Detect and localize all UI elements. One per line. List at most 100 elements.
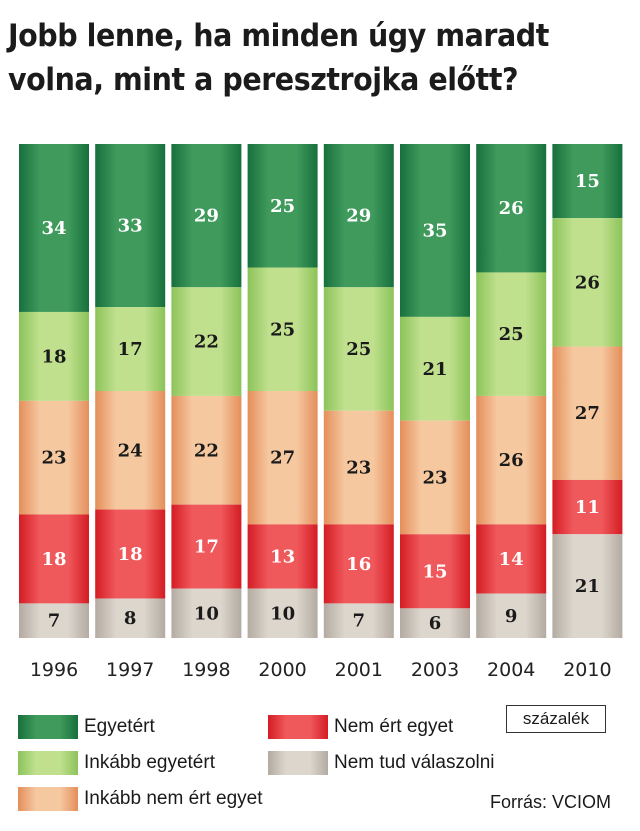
x-tick-2010: 2010: [563, 659, 611, 681]
legend-label-3: Nem ért egyet: [334, 716, 454, 737]
legend-label-0: Egyetért: [84, 716, 155, 737]
value-label-1997-series-3: 18: [118, 544, 143, 565]
value-label-2003-series-2: 23: [422, 467, 447, 488]
value-label-2010-series-2: 27: [575, 403, 600, 424]
value-label-1998-series-2: 22: [194, 440, 219, 461]
value-label-1997-series-1: 17: [118, 339, 143, 360]
value-label-2010-series-3: 11: [575, 497, 600, 518]
value-label-2001-series-1: 25: [346, 339, 371, 360]
bar-2000-series-0: [247, 144, 318, 268]
value-label-1996-series-2: 23: [41, 448, 66, 469]
source-note: Forrás: VCIOM: [490, 792, 612, 812]
value-label-2001-series-3: 16: [346, 554, 371, 575]
value-label-2010-series-4: 21: [575, 576, 600, 597]
value-label-2004-series-0: 26: [499, 198, 524, 219]
chart-title-line-2: volna, mint a peresztrojka előtt?: [8, 62, 519, 98]
bar-1996-series-1: [19, 311, 89, 401]
bar-1997-series-4: [95, 598, 166, 638]
bar-1996-series-2: [19, 400, 89, 515]
bar-2001-series-3: [323, 524, 394, 604]
value-label-2010-series-0: 15: [575, 171, 600, 192]
bar-2001-series-0: [323, 144, 394, 288]
value-label-2004-series-1: 25: [499, 324, 524, 345]
x-tick-2004: 2004: [487, 659, 535, 681]
bar-2010-series-0: [552, 144, 623, 219]
bar-2003-series-2: [400, 420, 470, 535]
value-label-2000-series-4: 10: [270, 603, 295, 624]
bar-1996-series-4: [19, 603, 89, 638]
bar-1998-series-3: [171, 504, 242, 589]
value-label-1997-series-4: 8: [124, 608, 137, 629]
bar-2010-series-3: [552, 479, 623, 535]
bar-1998-series-0: [171, 144, 242, 288]
value-label-1998-series-3: 17: [194, 537, 219, 558]
value-label-2004-series-3: 14: [499, 549, 524, 570]
value-label-2000-series-1: 25: [270, 319, 295, 340]
bar-1998-series-4: [171, 588, 242, 638]
value-label-1996-series-1: 18: [41, 346, 66, 367]
bar-2003-series-4: [400, 608, 470, 638]
bar-2001-series-1: [323, 287, 394, 411]
value-label-1997-series-2: 24: [118, 440, 143, 461]
value-label-2001-series-0: 29: [346, 206, 371, 227]
value-label-2010-series-1: 26: [575, 272, 600, 293]
unit-label-box: százalék: [506, 705, 606, 733]
bar-1996-series-0: [19, 144, 89, 312]
chart-title-line-1: Jobb lenne, ha minden úgy maradt: [8, 18, 549, 54]
value-label-1998-series-0: 29: [194, 206, 219, 227]
bar-1998-series-2: [171, 395, 242, 505]
value-label-1998-series-1: 22: [194, 332, 219, 353]
value-label-1996-series-4: 7: [48, 611, 61, 632]
bar-2003-series-3: [400, 534, 470, 609]
chart-title: Jobb lenne, ha minden úgy maradt volna, …: [8, 14, 578, 102]
bars-layer: [19, 144, 623, 638]
x-tick-2001: 2001: [335, 659, 383, 681]
x-tick-2003: 2003: [411, 659, 459, 681]
x-tick-1996: 1996: [30, 659, 78, 681]
value-label-2000-series-3: 13: [270, 546, 295, 567]
x-tick-1997: 1997: [106, 659, 154, 681]
value-labels-layer: 34 18 23 18 7 33 17 24 18 8 29 22 22 17 10 25 25 27 13 10 29…: [41, 171, 599, 634]
x-tick-1998: 1998: [182, 659, 230, 681]
value-label-2003-series-3: 15: [422, 561, 447, 582]
x-axis-tick-labels: 1996 1997 1998 2000 2001 2003 2004 2010: [30, 659, 612, 681]
bar-2003-series-0: [400, 144, 470, 317]
bar-2010-series-4: [552, 534, 623, 638]
bar-1997-series-0: [95, 144, 166, 308]
bar-2004-series-0: [476, 144, 547, 273]
bar-2010-series-1: [552, 218, 623, 347]
bar-1997-series-3: [95, 509, 166, 599]
value-label-1996-series-3: 18: [41, 549, 66, 570]
bar-1998-series-1: [171, 287, 242, 396]
value-label-2001-series-2: 23: [346, 458, 371, 479]
x-tick-2000: 2000: [258, 659, 306, 681]
bar-1997-series-2: [95, 391, 166, 510]
legend-swatch-3: [268, 715, 328, 739]
value-label-2003-series-1: 21: [422, 359, 447, 380]
bar-2000-series-3: [247, 524, 318, 589]
bar-2000-series-1: [247, 267, 318, 391]
bar-2000-series-2: [247, 391, 318, 525]
stacked-bar-chart: 34 18 23 18 7 33 17 24 18 8 29 22 22 17 10 25 25 27 13 10 29…: [19, 144, 623, 681]
value-label-2004-series-4: 9: [505, 606, 518, 627]
legend-label-1: Inkább egyetért: [84, 752, 215, 773]
legend-swatch-2: [18, 787, 78, 811]
legend-swatch-0: [18, 715, 78, 739]
value-label-1997-series-0: 33: [118, 216, 143, 237]
bar-1997-series-1: [95, 307, 166, 391]
bar-1996-series-3: [19, 514, 89, 604]
value-label-2003-series-0: 35: [422, 220, 447, 241]
value-label-1996-series-0: 34: [41, 218, 66, 239]
value-label-2000-series-2: 27: [270, 448, 295, 469]
value-label-1998-series-4: 10: [194, 603, 219, 624]
bar-2004-series-1: [476, 272, 547, 396]
bar-2010-series-2: [552, 346, 623, 480]
value-label-2004-series-2: 26: [499, 450, 524, 471]
legend-swatch-1: [18, 751, 78, 775]
bar-2000-series-4: [247, 588, 318, 638]
value-label-2000-series-0: 25: [270, 196, 295, 217]
value-label-2001-series-4: 7: [353, 611, 366, 632]
bar-2001-series-4: [323, 603, 394, 638]
legend-swatch-4: [268, 751, 328, 775]
bar-2003-series-1: [400, 316, 470, 421]
